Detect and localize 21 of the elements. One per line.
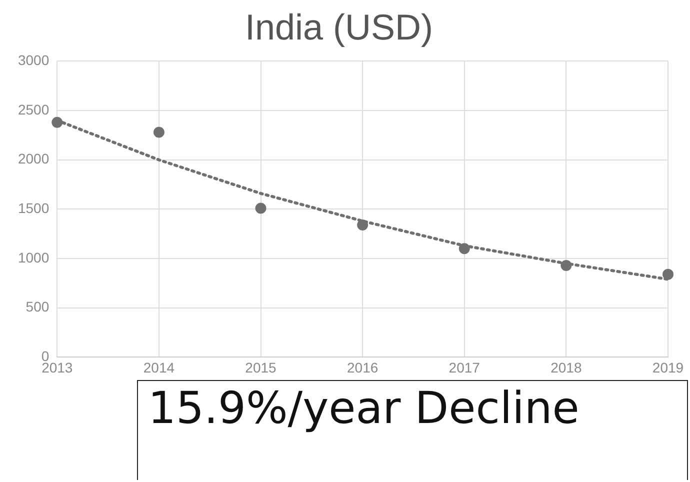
- x-tick-label: 2015: [245, 359, 277, 376]
- point: [52, 116, 63, 128]
- y-tick-label: 2500: [18, 101, 50, 118]
- y-tick-label: 3000: [18, 52, 50, 68]
- x-tick-label: 2017: [448, 359, 480, 376]
- point: [255, 202, 266, 214]
- y-tick-label: 2000: [18, 150, 50, 167]
- x-tick-label: 2018: [550, 359, 582, 376]
- y-tick-label: 1500: [18, 200, 50, 216]
- point: [153, 126, 164, 138]
- chart-title: India (USD): [244, 6, 434, 48]
- point: [662, 268, 674, 280]
- x-tick-label: 2016: [346, 359, 378, 376]
- text: 15.9%/year Decline: [137, 380, 688, 480]
- y-tick-label: 1000: [18, 249, 50, 266]
- point: [560, 260, 572, 271]
- point: [458, 243, 470, 254]
- x-tick-label: 2019: [652, 359, 684, 376]
- y-tick-label: 500: [26, 298, 50, 315]
- point: [357, 219, 368, 230]
- x-tick-label: 2014: [143, 359, 175, 376]
